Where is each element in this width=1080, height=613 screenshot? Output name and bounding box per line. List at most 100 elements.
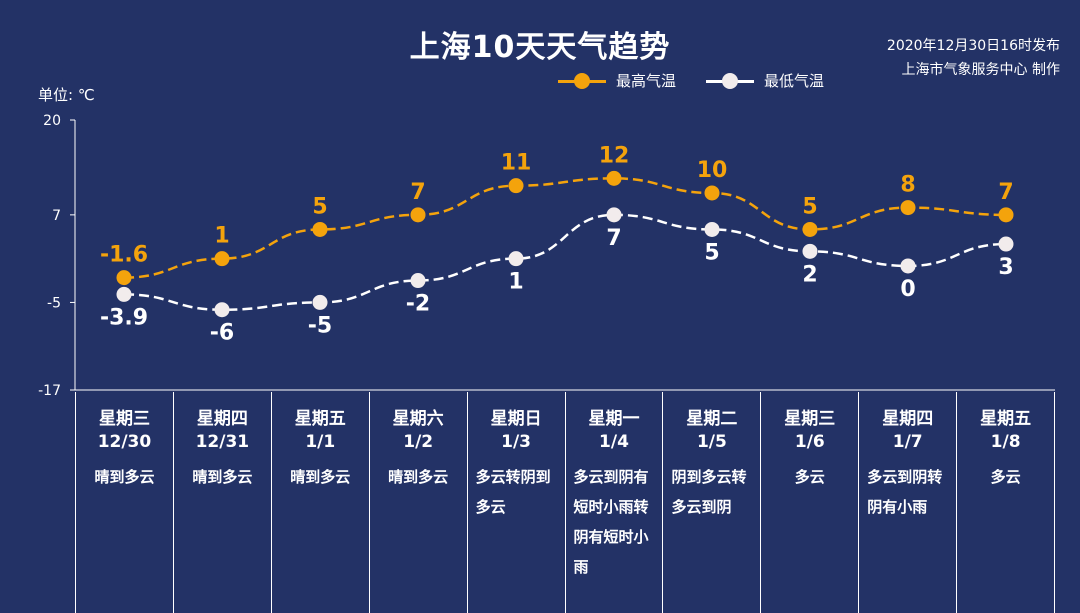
- high-point: [900, 200, 916, 216]
- forecast-day: 星期二 1/5 阴到多云转多云到阴: [662, 392, 760, 613]
- date-label: 1/3: [501, 432, 532, 452]
- forecast-day: 星期三 12/30 晴到多云: [75, 392, 173, 613]
- y-tick-label: 20: [43, 113, 61, 129]
- weather-text: 多云到阴转阴有小雨: [867, 468, 943, 516]
- forecast-day: 星期五 1/8 多云: [956, 392, 1056, 613]
- forecast-day: 星期日 1/3 多云转阴到多云: [466, 392, 565, 613]
- high-point: [312, 221, 328, 237]
- forecast-day: 星期三 1/6 多云: [760, 392, 858, 613]
- weather-text: 多云: [990, 468, 1021, 486]
- forecast-table: 星期三 12/30 晴到多云 星期四 12/31 晴到多云 星期五 1/1 晴到多云 星期六 1/2…: [75, 392, 1056, 613]
- low-data-label: 3: [998, 255, 1013, 280]
- legend-label-low: 最低气温: [764, 72, 825, 90]
- high-data-label: 7: [410, 180, 425, 205]
- weather-text: 多云到阴有短时小雨转阴有短时小雨: [573, 468, 649, 576]
- low-point: [312, 294, 328, 310]
- high-point: [998, 207, 1014, 223]
- forecast-day: 星期一 1/4 多云到阴有短时小雨转阴有短时小雨: [564, 392, 663, 613]
- weather-text: 多云转阴到多云: [475, 468, 551, 516]
- low-data-label: 1: [508, 270, 523, 295]
- high-data-label: 1: [214, 224, 229, 249]
- high-data-label: 10: [697, 158, 728, 183]
- legend-swatch-low: [706, 72, 755, 89]
- date-label: 12/30: [97, 432, 152, 452]
- weekday-label: 星期五: [294, 409, 346, 429]
- date-label: 1/2: [403, 432, 434, 452]
- weather-text: 晴到多云: [94, 468, 155, 486]
- issue-time: 2020年12月30日16时发布: [886, 38, 1060, 54]
- y-tick-label: 7: [52, 208, 61, 224]
- weekday-label: 星期三: [98, 409, 150, 429]
- date-label: 1/5: [696, 432, 727, 452]
- weekday-label: 星期二: [686, 409, 738, 429]
- date-label: 1/8: [990, 432, 1021, 452]
- low-data-label: 0: [900, 277, 915, 302]
- low-data-label: 5: [704, 240, 719, 265]
- high-data-label: 7: [998, 180, 1013, 205]
- low-point: [410, 273, 426, 289]
- y-tick-label: -5: [47, 295, 61, 311]
- date-label: 12/31: [195, 432, 250, 452]
- high-series-line: [123, 177, 1007, 279]
- legend-item-high: 最高气温: [558, 70, 676, 91]
- date-label: 1/6: [794, 432, 825, 452]
- issuer: 上海市气象服务中心 制作: [901, 62, 1060, 78]
- low-point: [606, 207, 622, 223]
- date-label: 1/1: [305, 432, 336, 452]
- legend: 最高气温 最低气温: [558, 70, 824, 91]
- y-tick-label: -17: [38, 383, 61, 399]
- low-data-label: 2: [802, 262, 817, 287]
- forecast-day: 星期六 1/2 晴到多云: [368, 392, 467, 613]
- high-point: [802, 221, 818, 237]
- forecast-day: 星期四 1/7 多云到阴转阴有小雨: [858, 392, 956, 613]
- low-data-label: -2: [406, 292, 430, 317]
- weekday-label: 星期三: [784, 409, 836, 429]
- high-point: [606, 170, 622, 186]
- weekday-label: 星期六: [392, 409, 444, 429]
- legend-label-high: 最高气温: [616, 72, 677, 90]
- chart-title: 上海10天天气趋势: [409, 30, 671, 65]
- legend-item-low: 最低气温: [706, 70, 824, 91]
- low-point: [116, 286, 132, 302]
- weekday-label: 星期日: [490, 409, 542, 429]
- weekday-label: 星期四: [196, 409, 248, 429]
- low-point: [508, 251, 524, 267]
- low-data-label: 7: [606, 226, 621, 251]
- low-point: [214, 302, 230, 318]
- forecast-day: 星期五 1/1 晴到多云: [270, 392, 369, 613]
- high-point: [508, 178, 524, 194]
- high-data-label: -1.6: [100, 243, 148, 268]
- weekday-label: 星期一: [588, 409, 640, 429]
- weather-text: 晴到多云: [290, 468, 351, 486]
- low-data-label: -6: [210, 321, 234, 346]
- forecast-day: 星期四 12/31 晴到多云: [172, 392, 271, 613]
- date-label: 1/4: [599, 432, 629, 452]
- low-point: [900, 258, 916, 274]
- weather-text: 晴到多云: [388, 468, 449, 486]
- issue-info: 2020年12月30日16时发布 上海市气象服务中心 制作: [887, 34, 1060, 82]
- low-data-label: -5: [308, 313, 332, 338]
- high-point: [214, 251, 230, 267]
- high-point: [116, 270, 132, 286]
- high-data-label: 5: [312, 194, 327, 219]
- low-data-label: -3.9: [100, 305, 148, 330]
- low-point: [998, 236, 1014, 252]
- low-series-line: [123, 213, 1007, 311]
- weather-text: 晴到多云: [192, 468, 253, 486]
- low-point: [704, 221, 720, 237]
- high-point: [410, 207, 426, 223]
- weekday-label: 星期四: [882, 409, 934, 429]
- low-point: [802, 243, 818, 259]
- y-axis-unit: 单位: ℃: [38, 86, 95, 104]
- weather-text: 阴到多云转多云到阴: [671, 468, 747, 516]
- high-data-label: 12: [599, 143, 630, 168]
- high-data-label: 8: [900, 173, 915, 198]
- high-data-label: 11: [501, 151, 532, 176]
- high-point: [704, 185, 720, 201]
- weekday-label: 星期五: [980, 409, 1032, 429]
- weather-text: 多云: [794, 468, 825, 486]
- legend-swatch-high: [558, 72, 606, 89]
- high-data-label: 5: [802, 194, 817, 219]
- date-label: 1/7: [892, 432, 923, 452]
